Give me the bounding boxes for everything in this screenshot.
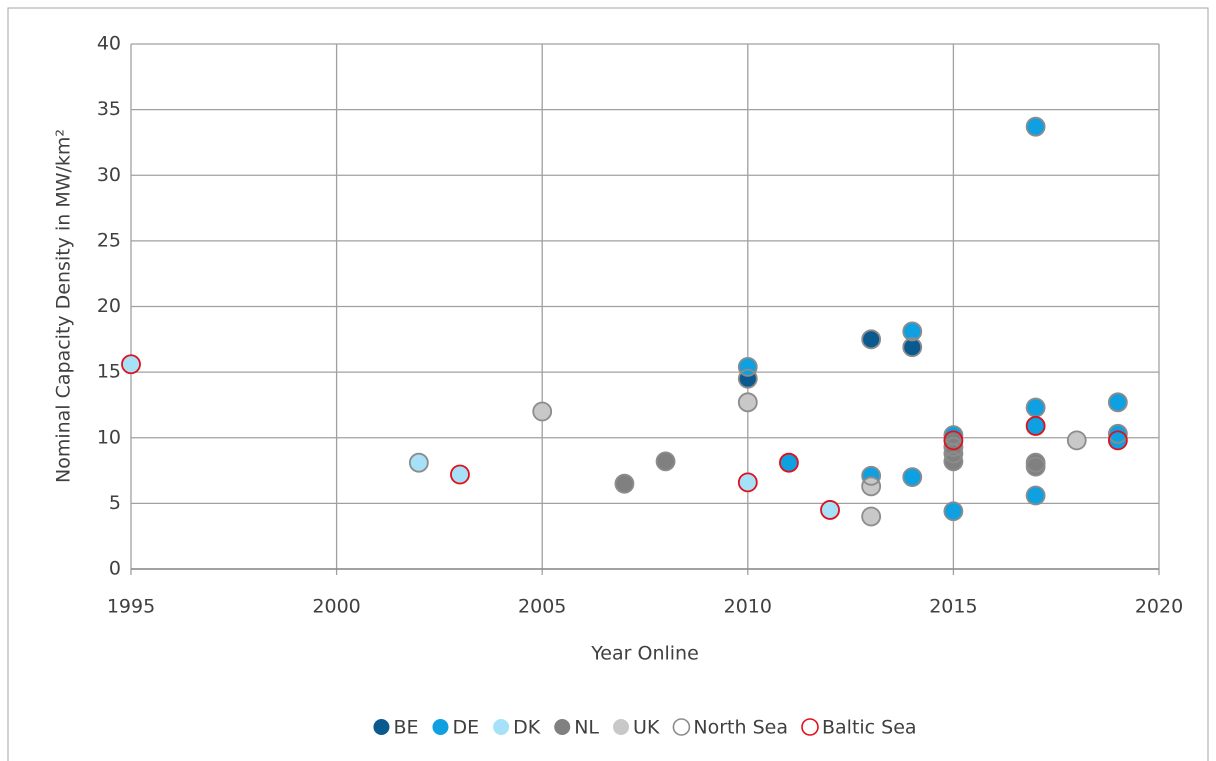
region-marker: [1025, 416, 1046, 436]
point: [1108, 431, 1127, 450]
legend-label: NL: [574, 717, 599, 739]
region-marker: [1025, 456, 1046, 477]
legend-label: BE: [393, 717, 418, 739]
region-marker: [902, 321, 923, 342]
region-marker: [737, 392, 758, 413]
point: [738, 393, 757, 412]
legend-label: DK: [513, 717, 541, 739]
region-marker: [655, 451, 676, 472]
point: [738, 473, 757, 492]
x-tick-label: 2005: [518, 596, 566, 618]
region-marker: [408, 452, 429, 473]
legend-marker: [554, 719, 571, 735]
region-marker: [943, 437, 964, 457]
region-marker: [943, 501, 964, 522]
region-marker: [737, 356, 758, 377]
region-marker: [532, 401, 553, 422]
point: [533, 402, 552, 421]
legend-marker: [672, 718, 691, 736]
region-marker: [902, 467, 923, 488]
point: [1067, 431, 1086, 450]
region-marker: [614, 473, 635, 494]
region-marker: [1025, 116, 1046, 137]
legend-label: Baltic Sea: [822, 717, 917, 739]
region-marker: [820, 500, 840, 520]
point: [862, 507, 881, 526]
legend-label: North Sea: [693, 717, 788, 739]
point: [1026, 398, 1045, 417]
point: [615, 474, 634, 493]
legend-marker: [613, 719, 630, 735]
point: [903, 468, 922, 487]
point: [903, 338, 922, 357]
x-tick-label: 2010: [724, 596, 772, 618]
region-marker: [1066, 430, 1087, 451]
region-marker: [1107, 423, 1128, 444]
y-tick-label: 35: [97, 98, 121, 120]
x-tick-label: 2000: [312, 596, 360, 618]
point: [903, 322, 922, 341]
point: [862, 330, 881, 349]
x-tick-label: 1995: [107, 596, 155, 618]
y-tick-label: 10: [97, 426, 121, 448]
y-tick-label: 20: [97, 295, 121, 317]
point: [450, 465, 469, 484]
point: [779, 453, 798, 472]
x-tick-label: 2015: [929, 596, 977, 618]
region-marker: [1025, 485, 1046, 506]
region-marker: [861, 476, 882, 497]
y-axis-label: Nominal Capacity Density in MW/km²: [53, 129, 75, 483]
region-marker: [902, 337, 923, 358]
region-marker: [943, 430, 964, 451]
point: [1026, 416, 1045, 435]
legend-label: UK: [633, 717, 660, 739]
legend-marker: [373, 719, 390, 735]
point: [1108, 393, 1127, 412]
y-tick-label: 30: [97, 164, 121, 186]
region-marker: [861, 329, 882, 350]
point: [862, 477, 881, 496]
region-marker: [737, 472, 758, 493]
point: [944, 452, 963, 471]
legend-marker: [493, 719, 510, 735]
x-tick-label: 2020: [1135, 596, 1183, 618]
region-marker: [1107, 392, 1128, 413]
region-marker: [779, 452, 799, 473]
y-tick-label: 0: [109, 558, 121, 580]
point: [656, 452, 675, 471]
point: [122, 355, 140, 374]
region-marker: [861, 465, 882, 486]
region-marker: [737, 368, 758, 389]
legend-marker: [801, 718, 819, 736]
point: [409, 453, 428, 472]
point: [821, 500, 840, 519]
y-tick-label: 15: [97, 361, 121, 383]
region-marker: [943, 451, 964, 472]
point: [1026, 117, 1045, 136]
region-marker: [450, 464, 470, 485]
y-tick-label: 40: [97, 33, 121, 55]
legend-marker: [432, 719, 449, 735]
region-marker: [861, 506, 882, 527]
region-marker: [943, 443, 964, 464]
point: [944, 502, 963, 521]
y-tick-label: 25: [97, 229, 121, 251]
x-axis-label: Year Online: [590, 643, 699, 665]
legend-label: DE: [452, 717, 479, 739]
region-marker: [121, 354, 141, 375]
point: [1026, 486, 1045, 505]
region-marker: [1107, 430, 1128, 451]
y-tick-label: 5: [109, 492, 121, 514]
chart-frame: [7, 7, 1209, 761]
